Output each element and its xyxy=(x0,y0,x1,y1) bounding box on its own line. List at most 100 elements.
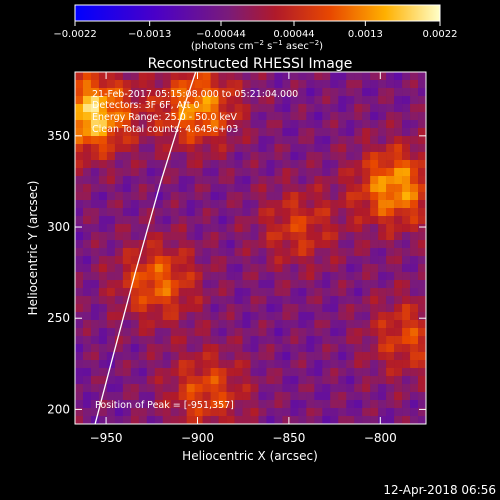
heatmap-cell xyxy=(114,152,124,161)
heatmap-cell xyxy=(75,400,84,409)
heatmap-cell xyxy=(234,272,243,281)
heatmap-cell xyxy=(378,80,387,89)
heatmap-cell xyxy=(98,368,108,377)
heatmap-cell xyxy=(138,392,148,401)
heatmap-cell xyxy=(226,256,235,265)
heatmap-cell xyxy=(130,360,140,369)
heatmap-cell xyxy=(418,240,426,249)
heatmap-cell xyxy=(210,120,219,129)
heatmap-cell xyxy=(274,144,283,153)
heatmap-cell xyxy=(330,240,339,249)
heatmap-cell xyxy=(290,248,299,257)
heatmap-cell xyxy=(146,152,156,161)
heatmap-cell xyxy=(298,240,307,249)
heatmap-cell xyxy=(75,384,84,393)
heatmap-cell xyxy=(266,256,275,265)
heatmap-cell xyxy=(218,208,227,217)
heatmap-cell xyxy=(418,208,426,217)
heatmap-cell xyxy=(354,416,363,424)
heatmap-cell xyxy=(410,408,419,417)
heatmap-cell xyxy=(122,120,132,129)
heatmap-cell xyxy=(202,248,211,257)
heatmap-cell xyxy=(154,416,164,424)
heatmap-cell xyxy=(75,200,84,209)
heatmap-cell xyxy=(234,88,243,97)
heatmap-cell xyxy=(226,416,235,424)
heatmap-cell xyxy=(258,416,267,424)
heatmap-cell xyxy=(210,168,219,177)
heatmap-cell xyxy=(266,408,275,417)
heatmap-cell xyxy=(202,112,211,121)
heatmap-cell xyxy=(306,152,315,161)
heatmap-cell xyxy=(394,192,403,201)
heatmap-cell xyxy=(106,328,116,337)
heatmap-cell xyxy=(306,112,315,121)
heatmap-cell xyxy=(258,208,267,217)
heatmap-cell xyxy=(250,320,259,329)
heatmap-cell xyxy=(98,168,108,177)
heatmap-cell xyxy=(146,304,156,313)
heatmap-cell xyxy=(202,200,211,209)
heatmap-cell xyxy=(330,232,339,241)
heatmap-cell xyxy=(98,96,108,105)
heatmap-cell xyxy=(290,88,299,97)
heatmap-cell xyxy=(410,288,419,297)
heatmap-cell xyxy=(98,176,108,185)
heatmap-cell xyxy=(274,392,283,401)
heatmap-cell xyxy=(210,256,219,265)
heatmap-cell xyxy=(75,264,84,273)
heatmap-cell xyxy=(122,344,132,353)
heatmap-cell xyxy=(410,112,419,121)
heatmap-cell xyxy=(194,352,203,361)
heatmap-cell xyxy=(170,240,180,249)
heatmap-cell xyxy=(394,256,403,265)
heatmap-cell xyxy=(266,104,275,113)
heatmap-cell xyxy=(75,248,84,257)
heatmap-cell xyxy=(138,344,148,353)
heatmap-cell xyxy=(218,352,227,361)
heatmap-cell xyxy=(370,304,379,313)
heatmap-cell xyxy=(250,296,259,305)
heatmap-cell xyxy=(314,296,323,305)
heatmap-cell xyxy=(90,328,100,337)
heatmap-cell xyxy=(194,160,203,169)
heatmap-cell xyxy=(266,368,275,377)
heatmap-cell xyxy=(402,280,411,289)
heatmap-cell xyxy=(250,208,259,217)
heatmap-cell xyxy=(162,184,172,193)
heatmap-cell xyxy=(75,96,84,105)
heatmap-cell xyxy=(378,120,387,129)
heatmap-cell xyxy=(242,72,251,81)
heatmap-cell xyxy=(170,232,180,241)
heatmap-cell xyxy=(410,248,419,257)
heatmap-cell xyxy=(322,72,331,81)
heatmap-cell xyxy=(226,136,235,145)
heatmap-cell xyxy=(82,416,92,424)
heatmap-cell xyxy=(314,240,323,249)
heatmap-cell xyxy=(338,344,347,353)
heatmap-cell xyxy=(90,120,100,129)
heatmap-cell xyxy=(410,224,419,233)
heatmap-cell xyxy=(138,368,148,377)
heatmap-cell xyxy=(306,160,315,169)
heatmap-cell xyxy=(330,368,339,377)
heatmap-cell xyxy=(162,352,172,361)
heatmap-cell xyxy=(178,312,187,321)
heatmap-cell xyxy=(146,192,156,201)
heatmap-cell xyxy=(258,200,267,209)
heatmap-cell xyxy=(98,416,108,424)
heatmap-cell xyxy=(242,80,251,89)
heatmap-cell xyxy=(314,216,323,225)
heatmap-cell xyxy=(378,224,387,233)
heatmap-cell xyxy=(394,344,403,353)
heatmap-cell xyxy=(410,192,419,201)
heatmap-cell xyxy=(378,152,387,161)
heatmap-cell xyxy=(298,392,307,401)
heatmap-cell xyxy=(394,224,403,233)
heatmap-cell xyxy=(346,184,355,193)
heatmap-cell xyxy=(266,88,275,97)
heatmap-cell xyxy=(298,360,307,369)
heatmap-cell xyxy=(75,392,84,401)
heatmap-cell xyxy=(322,384,331,393)
heatmap-cell xyxy=(330,360,339,369)
